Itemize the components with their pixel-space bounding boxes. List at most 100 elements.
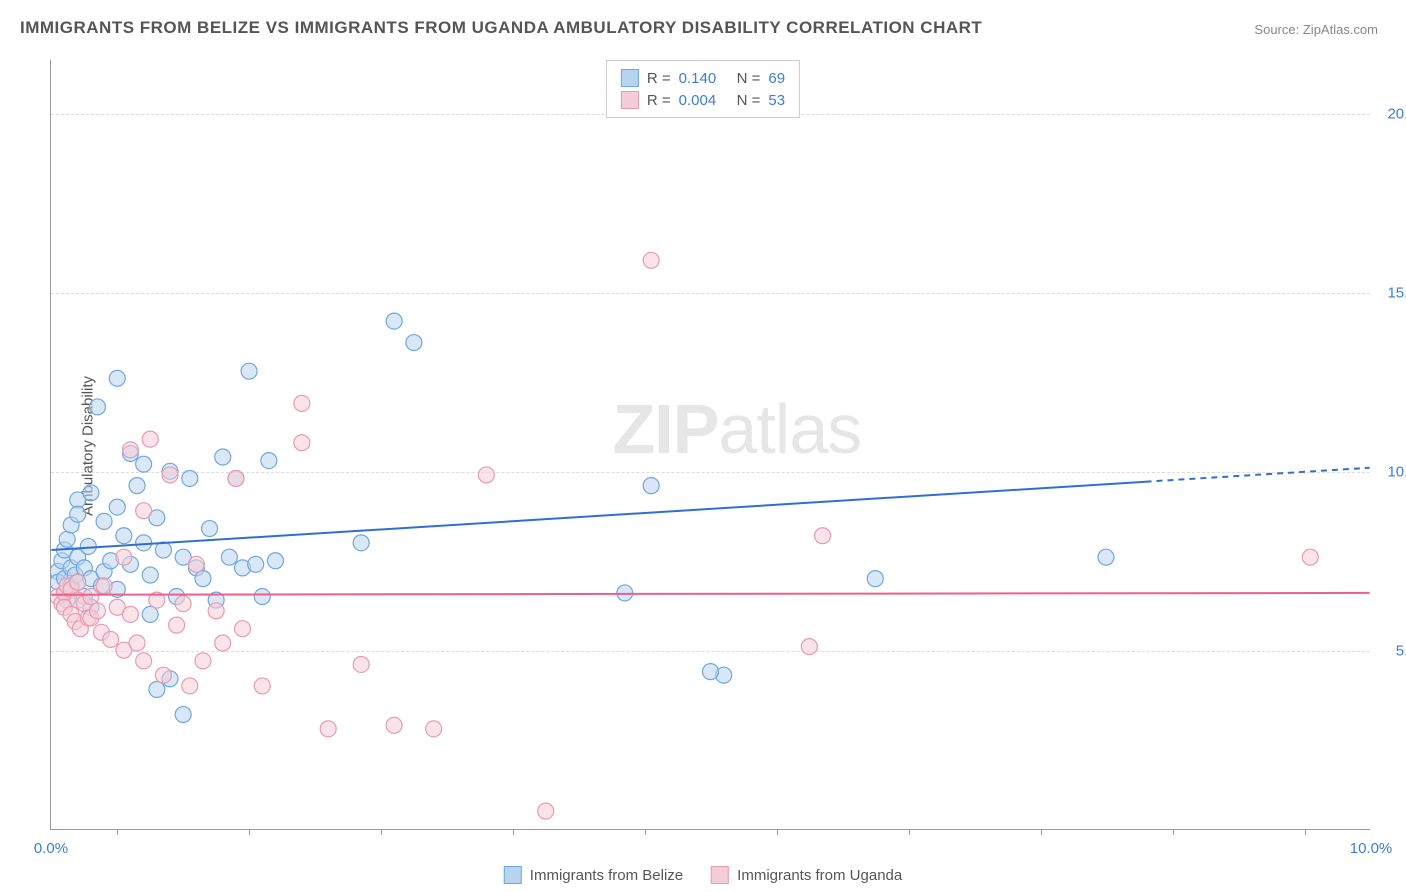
scatter-point-belize xyxy=(70,506,86,522)
legend-item-uganda: Immigrants from Uganda xyxy=(711,866,902,884)
scatter-point-uganda xyxy=(116,549,132,565)
scatter-point-uganda xyxy=(122,442,138,458)
scatter-point-uganda xyxy=(122,606,138,622)
x-tick-mark xyxy=(1041,829,1042,835)
scatter-point-uganda xyxy=(815,528,831,544)
x-tick-mark xyxy=(1173,829,1174,835)
scatter-point-uganda xyxy=(195,653,211,669)
chart-title: IMMIGRANTS FROM BELIZE VS IMMIGRANTS FRO… xyxy=(20,18,982,38)
scatter-point-uganda xyxy=(83,589,99,605)
legend-label: Immigrants from Uganda xyxy=(737,867,902,884)
x-tick-mark xyxy=(645,829,646,835)
scatter-point-belize xyxy=(155,542,171,558)
scatter-point-belize xyxy=(142,567,158,583)
source-attribution: Source: ZipAtlas.com xyxy=(1254,22,1378,37)
legend-swatch-belize xyxy=(621,69,639,87)
scatter-point-uganda xyxy=(169,617,185,633)
x-tick-label: 0.0% xyxy=(34,840,68,857)
legend-item-belize: Immigrants from Belize xyxy=(504,866,683,884)
scatter-point-belize xyxy=(59,531,75,547)
n-label: N = xyxy=(737,92,761,109)
scatter-point-belize xyxy=(83,485,99,501)
x-tick-mark xyxy=(513,829,514,835)
scatter-point-belize xyxy=(136,456,152,472)
y-tick-label: 10.0% xyxy=(1387,463,1406,480)
n-label: N = xyxy=(737,70,761,87)
scatter-point-belize xyxy=(149,682,165,698)
scatter-point-belize xyxy=(116,528,132,544)
scatter-point-uganda xyxy=(1302,549,1318,565)
scatter-point-uganda xyxy=(294,435,310,451)
x-tick-mark xyxy=(1305,829,1306,835)
scatter-point-uganda xyxy=(386,717,402,733)
trend-line-uganda xyxy=(51,593,1369,595)
x-tick-mark xyxy=(909,829,910,835)
r-label: R = xyxy=(647,70,671,87)
scatter-point-uganda xyxy=(142,431,158,447)
scatter-point-belize xyxy=(248,556,264,572)
scatter-point-uganda xyxy=(254,678,270,694)
scatter-point-uganda xyxy=(353,656,369,672)
scatter-point-belize xyxy=(617,585,633,601)
legend-stat-row-uganda: R = 0.004 N = 53 xyxy=(621,89,785,111)
scatter-point-uganda xyxy=(801,639,817,655)
scatter-point-uganda xyxy=(136,653,152,669)
source-value: ZipAtlas.com xyxy=(1303,22,1378,37)
legend-swatch-belize xyxy=(504,866,522,884)
x-tick-mark xyxy=(381,829,382,835)
scatter-point-belize xyxy=(202,521,218,537)
scatter-point-belize xyxy=(182,470,198,486)
correlation-legend: R = 0.140 N = 69 R = 0.004 N = 53 xyxy=(606,60,800,118)
scatter-point-belize xyxy=(96,513,112,529)
r-label: R = xyxy=(647,92,671,109)
scatter-point-belize xyxy=(386,313,402,329)
series-legend: Immigrants from Belize Immigrants from Ug… xyxy=(504,866,902,884)
plot-svg xyxy=(51,60,1370,829)
scatter-point-belize xyxy=(406,335,422,351)
legend-swatch-uganda xyxy=(621,91,639,109)
scatter-point-belize xyxy=(90,399,106,415)
r-value: 0.140 xyxy=(679,70,729,87)
scatter-point-belize xyxy=(142,606,158,622)
scatter-point-belize xyxy=(1098,549,1114,565)
x-tick-mark xyxy=(117,829,118,835)
legend-swatch-uganda xyxy=(711,866,729,884)
trend-line-dashed-belize xyxy=(1146,468,1370,482)
scatter-point-uganda xyxy=(538,803,554,819)
scatter-point-belize xyxy=(254,589,270,605)
x-tick-mark xyxy=(777,829,778,835)
scatter-point-uganda xyxy=(103,631,119,647)
scatter-point-uganda xyxy=(294,395,310,411)
x-tick-label: 10.0% xyxy=(1350,840,1393,857)
scatter-point-uganda xyxy=(228,470,244,486)
scatter-point-belize xyxy=(241,363,257,379)
scatter-point-belize xyxy=(109,499,125,515)
scatter-point-belize xyxy=(267,553,283,569)
n-value: 53 xyxy=(768,92,785,109)
scatter-point-belize xyxy=(221,549,237,565)
scatter-point-belize xyxy=(353,535,369,551)
scatter-point-uganda xyxy=(136,503,152,519)
scatter-point-belize xyxy=(195,571,211,587)
legend-stat-row-belize: R = 0.140 N = 69 xyxy=(621,67,785,89)
scatter-point-uganda xyxy=(155,667,171,683)
scatter-point-belize xyxy=(136,535,152,551)
scatter-point-belize xyxy=(129,478,145,494)
x-tick-mark xyxy=(249,829,250,835)
scatter-point-belize xyxy=(215,449,231,465)
scatter-point-belize xyxy=(109,370,125,386)
scatter-point-uganda xyxy=(182,678,198,694)
scatter-point-uganda xyxy=(478,467,494,483)
scatter-point-uganda xyxy=(188,556,204,572)
scatter-point-belize xyxy=(643,478,659,494)
scatter-point-uganda xyxy=(208,603,224,619)
legend-label: Immigrants from Belize xyxy=(530,867,683,884)
source-label: Source: xyxy=(1254,22,1299,37)
scatter-point-uganda xyxy=(129,635,145,651)
scatter-point-belize xyxy=(867,571,883,587)
n-value: 69 xyxy=(768,70,785,87)
scatter-point-uganda xyxy=(643,252,659,268)
r-value: 0.004 xyxy=(679,92,729,109)
scatter-point-uganda xyxy=(96,578,112,594)
scatter-point-uganda xyxy=(70,574,86,590)
